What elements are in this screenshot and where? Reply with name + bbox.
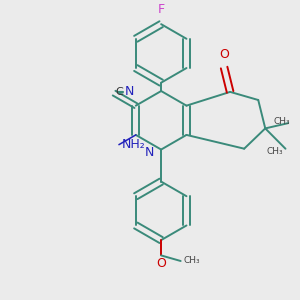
Text: O: O xyxy=(156,257,166,270)
Text: CH₃: CH₃ xyxy=(183,256,200,266)
Text: CH₃: CH₃ xyxy=(266,147,283,156)
Text: O: O xyxy=(219,48,229,61)
Text: C: C xyxy=(116,87,123,97)
Text: N: N xyxy=(125,85,135,98)
Text: N: N xyxy=(145,146,154,159)
Text: F: F xyxy=(158,3,165,16)
Text: NH₂: NH₂ xyxy=(122,138,146,151)
Text: CH₃: CH₃ xyxy=(274,118,290,127)
